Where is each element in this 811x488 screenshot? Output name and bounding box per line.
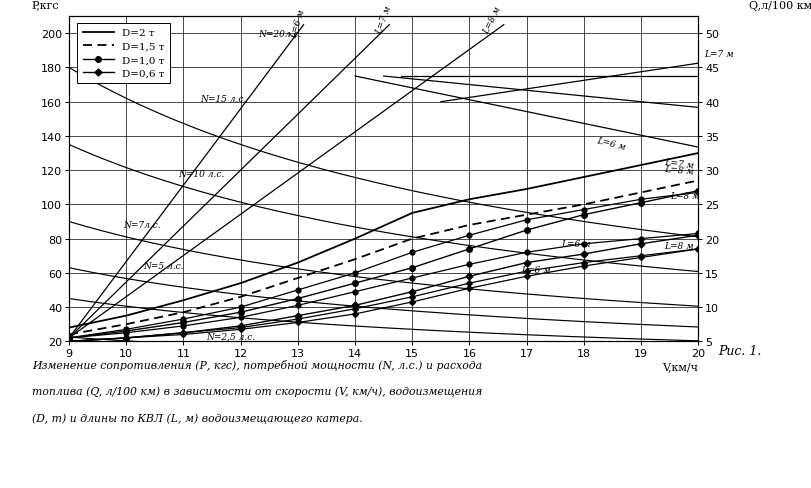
Text: L=8 м: L=8 м	[669, 192, 698, 201]
Text: N=7л.с.: N=7л.с.	[123, 221, 161, 230]
Text: L=6 м: L=6 м	[560, 240, 590, 249]
Text: P,кгс: P,кгс	[32, 0, 59, 11]
Text: L=6 м: L=6 м	[521, 265, 550, 274]
Text: L=7 м: L=7 м	[663, 158, 693, 170]
Text: Рис. 1.: Рис. 1.	[718, 344, 761, 357]
Text: L=8 м: L=8 м	[663, 242, 693, 250]
Text: L=7 м: L=7 м	[374, 5, 393, 36]
Text: L=6 м: L=6 м	[289, 8, 306, 39]
Text: Q,л/100 км: Q,л/100 км	[748, 0, 811, 11]
Text: L=7 м: L=7 м	[703, 50, 733, 59]
Text: L=8 м: L=8 м	[481, 5, 502, 36]
Text: N=2,5 л.с.: N=2,5 л.с.	[206, 332, 255, 341]
Text: N=5 л.с.: N=5 л.с.	[144, 262, 183, 271]
Text: топлива (Q, л/100 км) в зависимости от скорости (V, км/ч), водоизмещения: топлива (Q, л/100 км) в зависимости от с…	[32, 386, 483, 396]
Text: N=20л.с.: N=20л.с.	[258, 30, 301, 39]
Text: Изменение сопротивления (Р, кгс), потребной мощности (N, л.с.) и расхода: Изменение сопротивления (Р, кгс), потреб…	[32, 359, 482, 370]
Text: (D, т) и длины по КВЛ (L, м) водоизмещающего катера.: (D, т) и длины по КВЛ (L, м) водоизмещаю…	[32, 412, 363, 423]
Legend: D=2 т, D=1,5 т, D=1,0 т, D=0,6 т: D=2 т, D=1,5 т, D=1,0 т, D=0,6 т	[77, 24, 169, 84]
Text: N=15 л.с.: N=15 л.с.	[200, 95, 247, 103]
Text: N=10 л.с.: N=10 л.с.	[178, 170, 224, 179]
Text: V,км/ч: V,км/ч	[662, 361, 697, 371]
Text: L=8 м: L=8 м	[663, 165, 693, 177]
Text: L=6 м: L=6 м	[594, 136, 625, 151]
